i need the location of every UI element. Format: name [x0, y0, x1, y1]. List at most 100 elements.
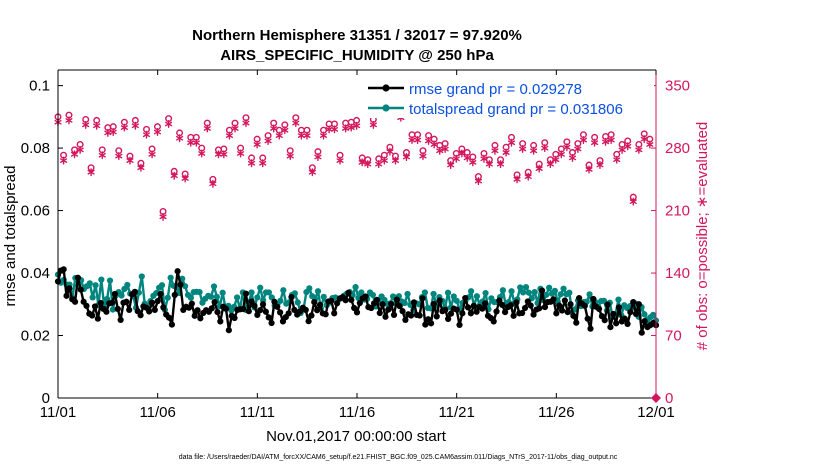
rmse-point — [279, 318, 287, 325]
rmse-point — [222, 305, 230, 312]
rmse-point — [174, 268, 181, 275]
rmse-point — [416, 312, 423, 319]
x-tick-label: 11/06 — [139, 404, 175, 421]
obs-evaluated-point — [524, 172, 532, 181]
rmse-point — [635, 301, 643, 308]
rmse-point — [146, 308, 153, 315]
y-tick-label-right: 210 — [665, 203, 690, 220]
rmse-point — [493, 308, 500, 315]
spread-point — [219, 289, 226, 296]
rmse-point — [556, 302, 563, 309]
spread-point — [234, 294, 241, 301]
rmse-point — [248, 298, 255, 305]
obs-evaluated-point — [176, 134, 184, 143]
spread-point — [586, 291, 593, 298]
rmse-point — [422, 321, 429, 328]
obs-evaluated-point — [386, 147, 394, 156]
obs-evaluated-point — [342, 124, 350, 133]
rmse-point — [561, 297, 568, 304]
y-tick-label-right: 0 — [665, 390, 673, 407]
obs-evaluated-point — [347, 123, 355, 132]
spread-point — [453, 297, 460, 304]
obs-evaluated-point — [591, 138, 599, 147]
rmse-point — [368, 304, 375, 312]
obs-evaluated-point — [60, 156, 68, 165]
spread-point — [277, 297, 284, 304]
rmse-point — [109, 299, 116, 306]
obs-evaluated-point — [259, 159, 267, 168]
rmse-point — [464, 304, 472, 311]
obs-evaluated-point — [458, 149, 466, 158]
rmse-point — [433, 313, 440, 320]
rmse-point — [288, 294, 295, 301]
spread-point — [401, 299, 408, 307]
rmse-point — [576, 294, 583, 302]
rmse-point — [314, 307, 321, 314]
y-tick-label-right: 140 — [665, 265, 690, 282]
x-axis-label: Nov.01,2017 00:00:00 start — [266, 428, 447, 445]
obs-evaluated-point — [247, 159, 256, 168]
obs-evaluated-point — [424, 136, 433, 145]
obs-evaluated-point — [181, 174, 189, 183]
rmse-point — [442, 306, 449, 314]
obs-evaluated-point — [70, 150, 79, 159]
rmse-point — [356, 299, 363, 307]
rmse-point — [521, 304, 529, 312]
spread-point — [543, 291, 550, 299]
spread-point — [109, 306, 116, 313]
rmse-point — [408, 312, 415, 319]
rmse-point — [131, 288, 138, 295]
spread-point — [86, 280, 93, 287]
rmse-point — [385, 306, 392, 313]
spread-point — [404, 290, 411, 298]
spread-point — [444, 289, 452, 296]
rmse-point — [302, 306, 309, 314]
spread-point — [531, 289, 538, 296]
obs-evaluated-point — [601, 137, 610, 146]
legend-box — [362, 76, 654, 118]
spread-point — [208, 293, 215, 300]
rmse-point — [473, 308, 480, 315]
rmse-point — [148, 299, 156, 306]
zero-obs-marker — [651, 393, 661, 403]
obs-evaluated-point — [148, 150, 156, 159]
spread-point — [248, 289, 255, 296]
obs-evaluated-point — [253, 140, 261, 149]
spread-point — [520, 289, 527, 296]
x-tick-label: 12/01 — [637, 404, 675, 421]
obs-evaluated-point — [541, 144, 549, 153]
rmse-point — [538, 287, 546, 294]
rmse-point — [453, 306, 460, 313]
spread-point — [254, 294, 261, 301]
obs-evaluated-point — [65, 116, 73, 125]
obs-evaluated-point — [297, 131, 305, 140]
rmse-point — [388, 300, 395, 308]
rmse-point — [615, 304, 623, 311]
spread-point — [358, 289, 365, 296]
obs-evaluated-point — [369, 120, 377, 129]
rmse-point — [191, 312, 198, 319]
spread-point — [517, 284, 524, 291]
spread-point — [138, 273, 145, 280]
rmse-point — [91, 303, 99, 310]
rmse-point — [390, 311, 398, 319]
rmse-point — [160, 304, 167, 311]
spread-point — [187, 294, 194, 301]
obs-evaluated-point — [613, 155, 621, 164]
rmse-point — [316, 301, 324, 309]
obs-evaluated-point — [115, 152, 123, 161]
obs-evaluated-point — [325, 125, 333, 134]
obs-evaluated-point — [142, 130, 151, 139]
obs-evaluated-point — [530, 146, 538, 155]
obs-evaluated-point — [76, 145, 84, 154]
spread-point — [450, 293, 457, 300]
obs-evaluated-point — [131, 121, 139, 130]
spread-point — [551, 287, 558, 294]
obs-evaluated-point — [546, 160, 554, 169]
rmse-point — [570, 312, 577, 319]
obs-evaluated-point — [447, 161, 455, 170]
rmse-point — [462, 294, 469, 302]
rmse-point — [445, 315, 452, 323]
rmse-point — [607, 323, 614, 331]
rmse-point — [402, 316, 409, 324]
